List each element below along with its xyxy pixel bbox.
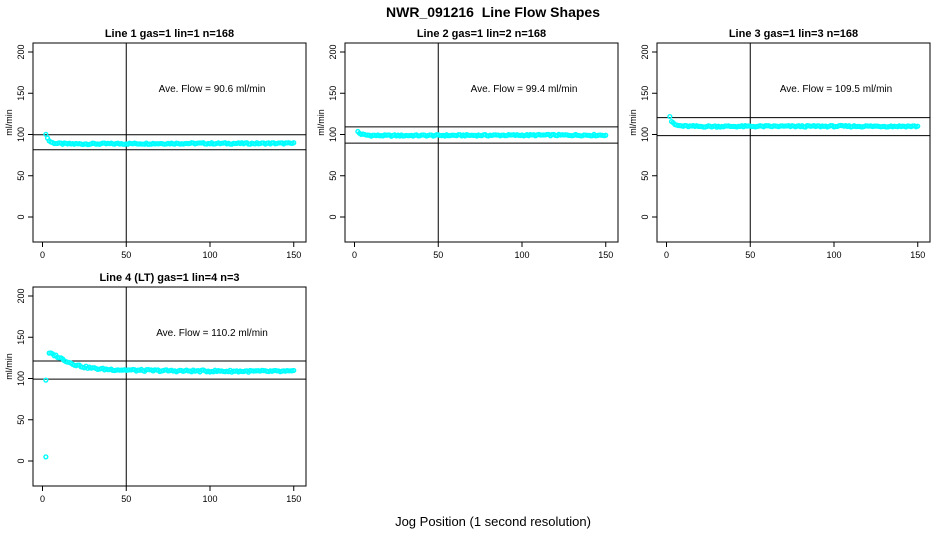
y-tick-label: 150 (640, 86, 650, 101)
y-tick-label: 150 (16, 86, 26, 101)
panel-svg-2: Line 2 gas=1 lin=2 n=168 0 50 100 150 200 ml/m… (316, 28, 619, 260)
ave-flow-annotation: Ave. Flow = 110.2 ml/min (156, 328, 268, 339)
x-tick-label: 100 (826, 250, 841, 260)
data-point (603, 132, 609, 138)
y-tick-label: 100 (16, 127, 26, 142)
y-tick-label: 200 (328, 44, 338, 59)
y-tick-label: 0 (328, 214, 338, 219)
panel-svg-4: Line 4 (LT) gas=1 lin=4 n=3 0 50 100 150 200 m… (4, 272, 307, 504)
y-tick-label: 150 (328, 86, 338, 101)
y-axis-title: ml/min (316, 109, 326, 136)
x-tick-label: 50 (121, 494, 131, 504)
x-tick-label: 0 (664, 250, 669, 260)
y-axis-title: ml/min (4, 109, 14, 136)
y-axis-title: ml/min (4, 353, 14, 380)
x-tick-label: 0 (40, 494, 45, 504)
y-tick-label: 50 (16, 415, 26, 425)
data-points (667, 113, 921, 130)
y-tick-label: 0 (16, 458, 26, 463)
x-tick-label: 50 (433, 250, 443, 260)
y-tick-label: 50 (328, 171, 338, 181)
x-tick-label: 100 (202, 250, 217, 260)
data-points (355, 128, 609, 139)
y-axis-title: ml/min (628, 109, 638, 136)
panel-svg-3: Line 3 gas=1 lin=3 n=168 0 50 100 150 200 ml/m… (628, 28, 931, 260)
y-tick-label: 0 (640, 214, 650, 219)
panel-title: Line 3 gas=1 lin=3 n=168 (729, 28, 858, 40)
y-tick-label: 50 (640, 171, 650, 181)
panel-line-1: Line 1 gas=1 lin=1 n=168 0 50 100 150 200 ml/m… (0, 22, 312, 270)
plot-box (32, 42, 307, 243)
y-tick-label: 100 (328, 127, 338, 142)
y-tick-label: 50 (16, 171, 26, 181)
x-tick-label: 150 (598, 250, 613, 260)
x-tick-label: 150 (286, 494, 301, 504)
data-point (291, 140, 297, 146)
outlier-point (43, 377, 49, 383)
x-tick-label: 100 (202, 494, 217, 504)
data-points (43, 350, 297, 460)
ave-flow-annotation: Ave. Flow = 99.4 ml/min (471, 84, 578, 95)
x-tick-label: 150 (910, 250, 925, 260)
panel-svg-1: Line 1 gas=1 lin=1 n=168 0 50 100 150 200 ml/m… (4, 28, 307, 260)
ave-flow-annotation: Ave. Flow = 109.5 ml/min (780, 84, 892, 95)
plot-box (32, 286, 307, 487)
plot-box (344, 42, 619, 243)
x-tick-label: 0 (352, 250, 357, 260)
x-axis-label: Jog Position (1 second resolution) (395, 514, 591, 529)
data-point (667, 113, 673, 120)
x-tick-label: 150 (286, 250, 301, 260)
data-points (43, 131, 297, 148)
main-title: NWR_091216 Line Flow Shapes (386, 4, 600, 20)
x-tick-label: 100 (514, 250, 529, 260)
y-tick-label: 150 (16, 330, 26, 345)
x-tick-label: 50 (745, 250, 755, 260)
outlier-point (43, 454, 49, 460)
y-tick-label: 200 (16, 288, 26, 303)
y-tick-label: 100 (16, 371, 26, 386)
y-tick-label: 100 (640, 127, 650, 142)
plot-box (656, 42, 931, 243)
y-tick-label: 200 (640, 44, 650, 59)
data-point (915, 123, 921, 129)
y-tick-label: 0 (16, 214, 26, 219)
panel-line-2: Line 2 gas=1 lin=2 n=168 0 50 100 150 200 ml/m… (312, 22, 624, 270)
panel-line-3: Line 3 gas=1 lin=3 n=168 0 50 100 150 200 ml/m… (624, 22, 936, 270)
panel-title: Line 1 gas=1 lin=1 n=168 (105, 28, 234, 40)
panel-title: Line 4 (LT) gas=1 lin=4 n=3 (99, 272, 239, 284)
data-point (291, 367, 297, 374)
x-tick-label: 0 (40, 250, 45, 260)
panel-title: Line 2 gas=1 lin=2 n=168 (417, 28, 546, 40)
ave-flow-annotation: Ave. Flow = 90.6 ml/min (159, 84, 266, 95)
y-tick-label: 200 (16, 44, 26, 59)
x-tick-label: 50 (121, 250, 131, 260)
panel-line-4: Line 4 (LT) gas=1 lin=4 n=3 0 50 100 150 200 m… (0, 266, 312, 514)
